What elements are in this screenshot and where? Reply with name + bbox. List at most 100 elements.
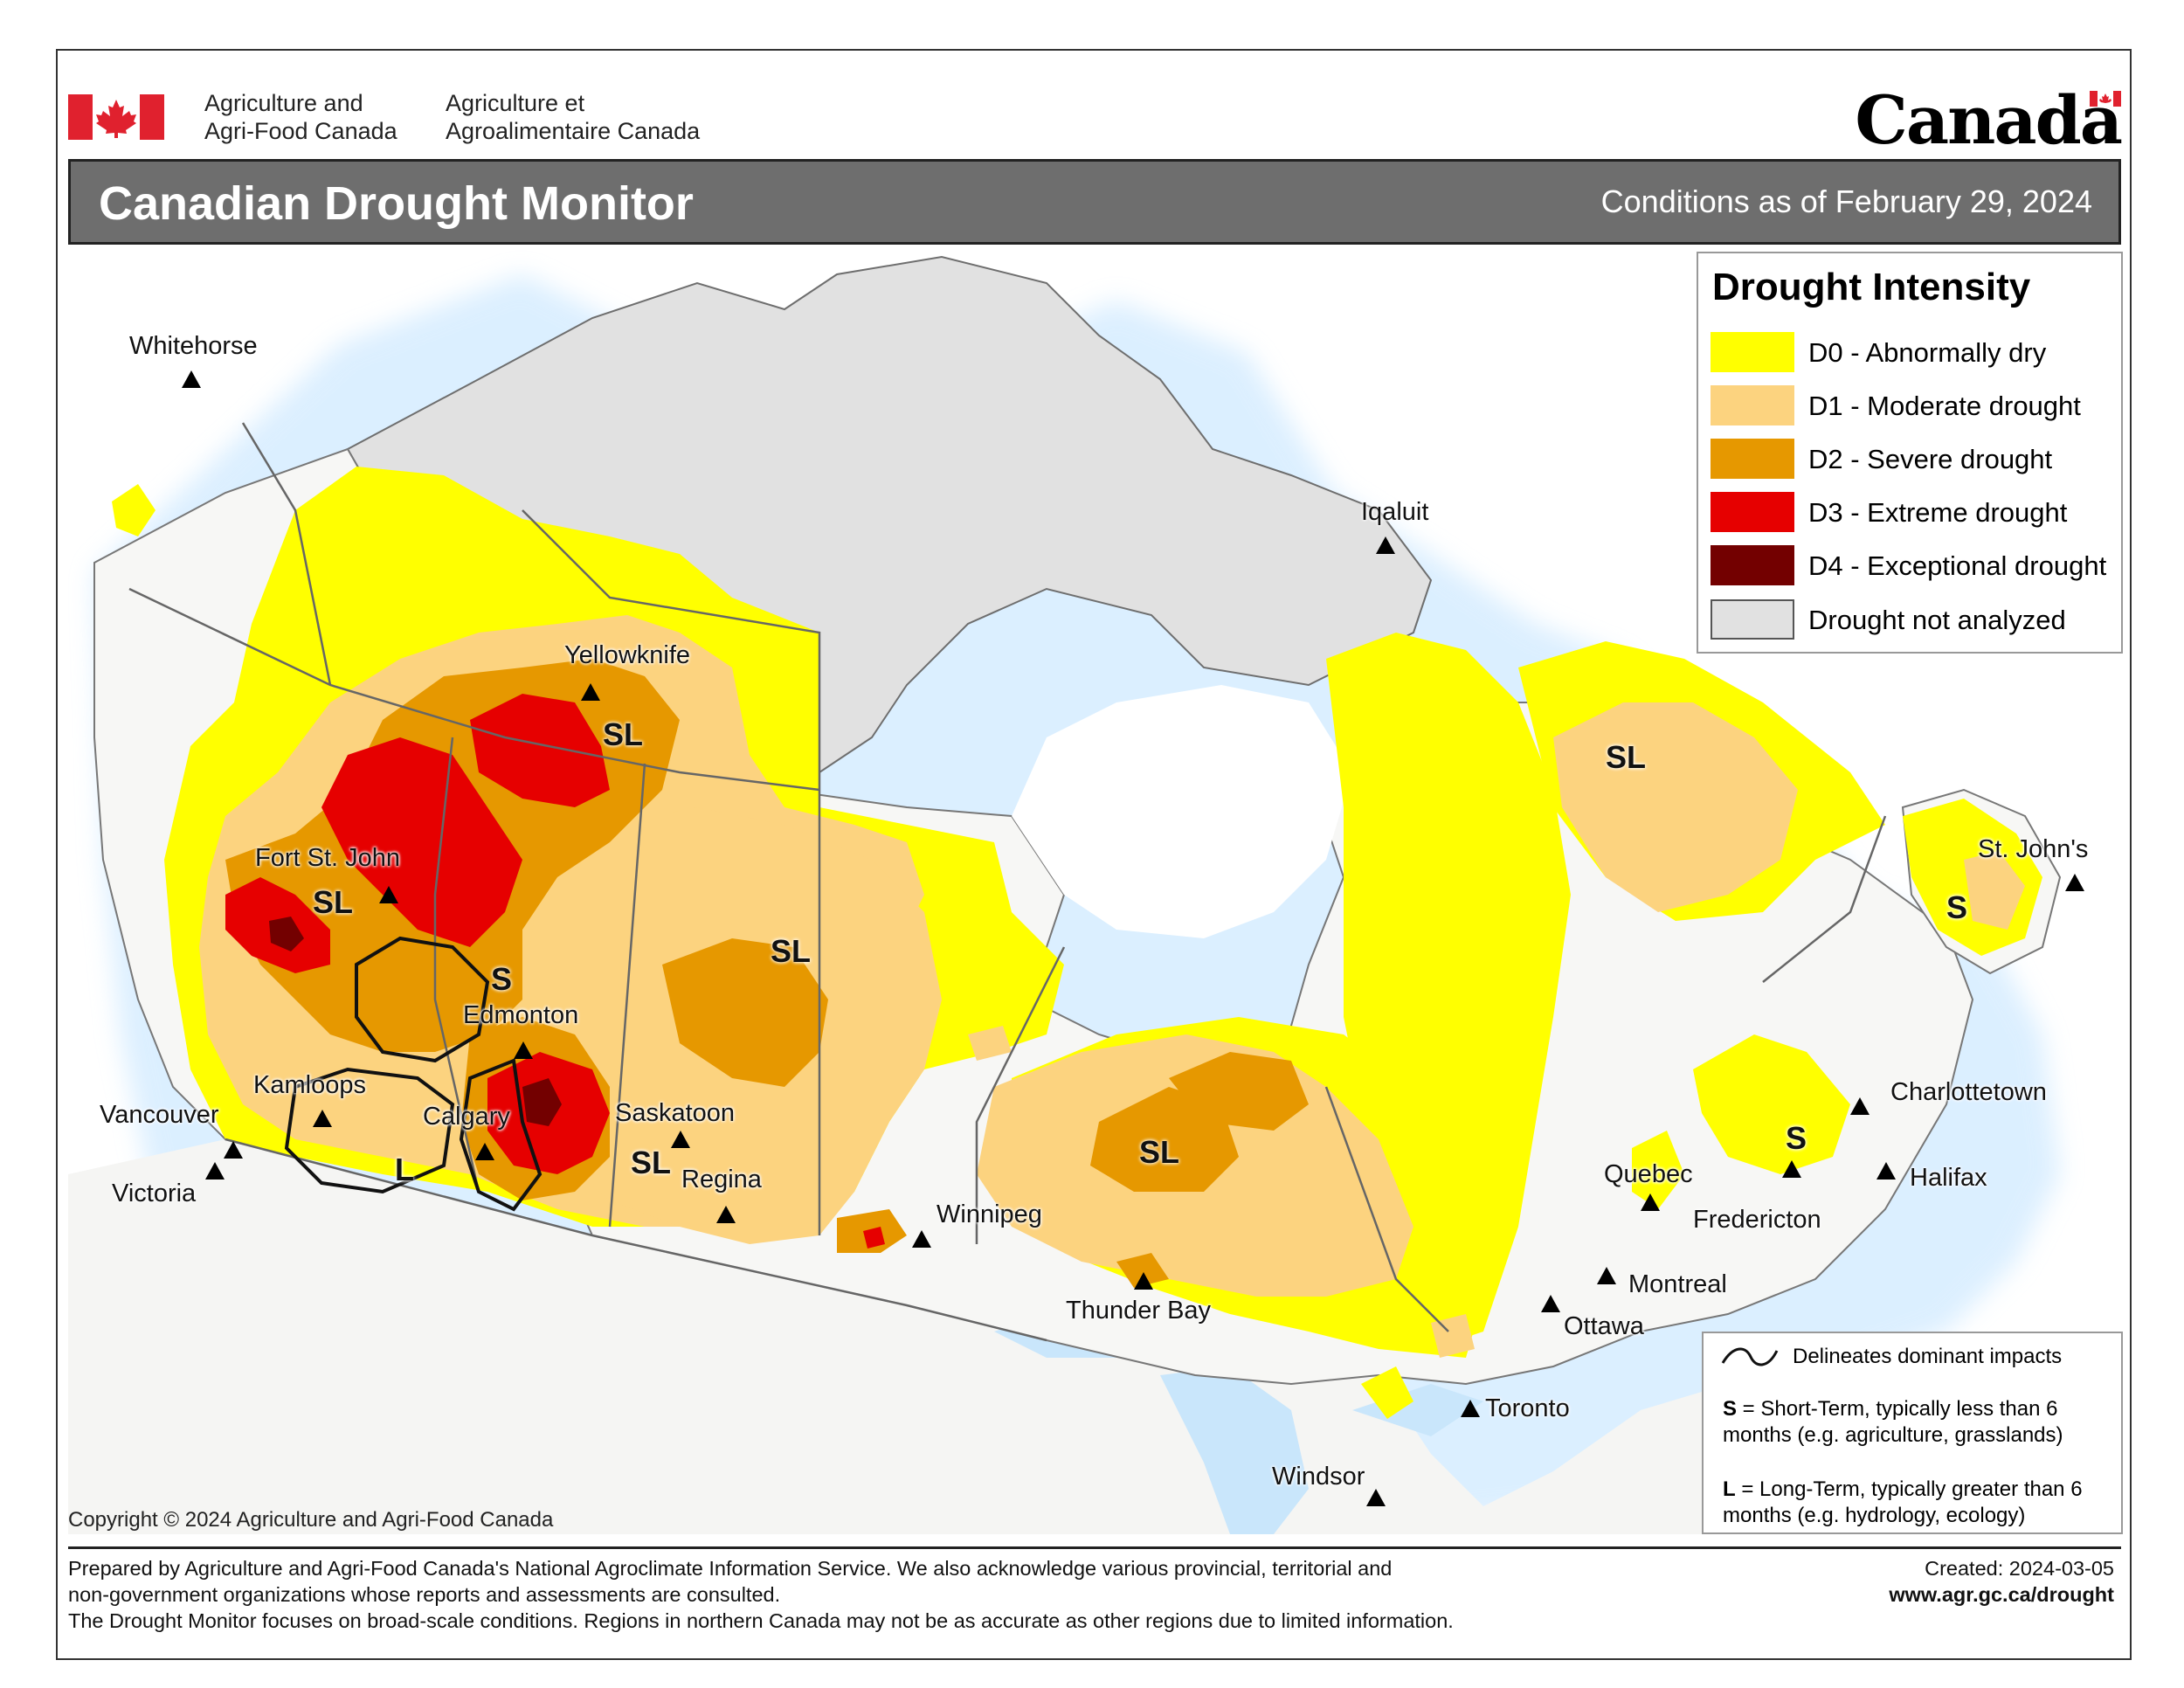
impact-outline-kamloops [284,1067,455,1194]
city-marker-kamloops [313,1110,332,1127]
d1-newfoundland [1964,851,2025,930]
impact-label-edmonton: S [491,961,513,997]
header: Agriculture and Agri-Food Canada Agricul… [68,81,2123,159]
legend-swatch-d0 [1711,332,1794,372]
d4-alberta [522,1078,562,1126]
d3-nwt [470,694,610,807]
legend-item-not-analyzed: Drought not analyzed [1711,599,2112,641]
city-label-vancouver: Vancouver [100,1101,219,1129]
city-label-whitehorse: Whitehorse [129,332,258,360]
city-marker-vancouver [224,1141,243,1159]
city-label-windsor: Windsor [1272,1463,1365,1491]
impact-long-term: L = Long-Term, typically greater than 6 … [1723,1477,2083,1527]
city-label-victoria: Victoria [112,1180,197,1207]
city-label-charlottetown: Charlottetown [1890,1078,2047,1106]
impact-line-label: Delineates dominant impacts [1793,1345,2063,1368]
hudson-bay [1012,685,1352,938]
city-label-fort-st-john: Fort St. John [255,844,401,872]
legend-item-d3: D3 - Extreme drought [1711,492,2112,534]
city-label-toronto: Toronto [1485,1394,1570,1422]
city-marker-halifax [1876,1162,1896,1180]
city-label-quebec: Quebec [1604,1160,1693,1188]
impact-label-bc: SL [313,884,354,920]
d4-areas [269,917,562,1126]
city-marker-fort-st-john [379,886,398,903]
city-label-saskatoon: Saskatoon [615,1099,736,1127]
city-marker-whitehorse [182,370,201,388]
legend-swatch-d2 [1711,439,1794,479]
department-name-fr: Agriculture et Agroalimentaire Canada [446,90,701,144]
boundary-ontario-quebec [1324,1086,1449,1332]
d0-maritimes [1693,1034,1850,1174]
copyright-text: Copyright © 2024 Agriculture and Agri-Fo… [68,1508,554,1532]
city-label-halifax: Halifax [1910,1164,1987,1192]
impact-label-sask-south: SL [631,1145,672,1180]
d4-bc [269,917,304,951]
impact-line-icon [1721,1347,1779,1366]
city-label-montreal: Montreal [1628,1270,1727,1298]
city-label-yellowknife: Yellowknife [564,641,691,669]
city-marker-quebec [1641,1193,1660,1211]
legend-item-d1: D1 - Moderate drought [1711,385,2112,427]
city-marker-montreal [1597,1267,1616,1284]
city-marker-toronto [1461,1400,1480,1417]
city-label-thunder-bay: Thunder Bay [1066,1297,1212,1325]
impact-key: Delineates dominant impacts S = Short-Te… [1702,1332,2123,1534]
impact-outlines [284,936,543,1212]
d0-nb [1632,1131,1684,1209]
city-label-fredericton: Fredericton [1693,1206,1821,1234]
impact-label-kamloops: L [395,1152,414,1187]
conditions-date: Conditions as of February 29, 2024 [1600,183,2092,219]
city-marker-charlottetown [1850,1097,1870,1115]
canada-flag-icon [68,94,164,140]
city-marker-iqaluit [1376,536,1395,554]
city-marker-windsor [1366,1489,1386,1506]
legend-item-d4: D4 - Exceptional drought [1711,545,2112,587]
d2-ontario-b [1169,1052,1309,1131]
city-marker-thunder-bay [1134,1272,1153,1290]
city-marker-yellowknife [581,683,600,701]
city-label-kamloops: Kamloops [253,1071,366,1099]
department-name-en: Agriculture and Agri-Food Canada [204,90,397,144]
impact-outline-edmonton [355,936,490,1063]
boundary-manitoba-ontario [975,946,1066,1244]
legend-swatch-d4 [1711,545,1794,585]
city-label-calgary: Calgary [423,1103,510,1131]
legend: Drought Intensity D0 - Abnormally dry D1… [1697,252,2123,654]
city-marker-st-johns [2065,874,2084,891]
drought-url[interactable]: www.agr.gc.ca/drought [1889,1583,2114,1606]
city-marker-fredericton [1782,1160,1801,1178]
d0-yukon-spot [112,484,156,536]
boundary-60th-parallel [128,587,820,792]
legend-item-d0: D0 - Abnormally dry [1711,332,2112,374]
city-label-regina: Regina [681,1166,762,1193]
d1-labrador [1553,702,1798,912]
legend-label-not-analyzed: Drought not analyzed [1808,605,2066,635]
impact-label-sask: SL [771,933,812,969]
legend-label-d2: D2 - Severe drought [1808,444,2053,474]
impact-label-maritimes: S [1786,1120,1807,1156]
city-label-winnipeg: Winnipeg [936,1200,1042,1228]
legend-title: Drought Intensity [1712,266,2031,308]
footer-notes: Prepared by Agriculture and Agri-Food Ca… [68,1557,1454,1632]
impact-label-labrador: SL [1606,739,1647,775]
d3-bc-alberta [321,737,522,947]
impact-label-newfoundland: S [1946,889,1968,925]
legend-label-d3: D3 - Extreme drought [1808,497,2068,528]
lake-michigan-huron [1160,1366,1309,1534]
impact-label-ontario: SL [1139,1134,1180,1170]
boundary-bc-alberta [433,737,480,1193]
boundary-southern-border [225,1138,1047,1342]
impact-short-term: S = Short-Term, typically less than 6 mo… [1723,1397,2063,1447]
city-label-edmonton: Edmonton [463,1001,579,1029]
city-marker-victoria [205,1162,225,1180]
created-date: Created: 2024-03-05 [1925,1557,2114,1580]
impact-label-nwt: SL [603,716,644,752]
canada-wordmark: Canada [1855,81,2123,159]
legend-label-d4: D4 - Exceptional drought [1808,550,2107,581]
city-marker-saskatoon [671,1131,690,1148]
d2-sask-central [662,938,828,1087]
city-marker-edmonton [514,1041,533,1059]
city-label-ottawa: Ottawa [1564,1312,1644,1340]
legend-swatch-d1 [1711,385,1794,425]
